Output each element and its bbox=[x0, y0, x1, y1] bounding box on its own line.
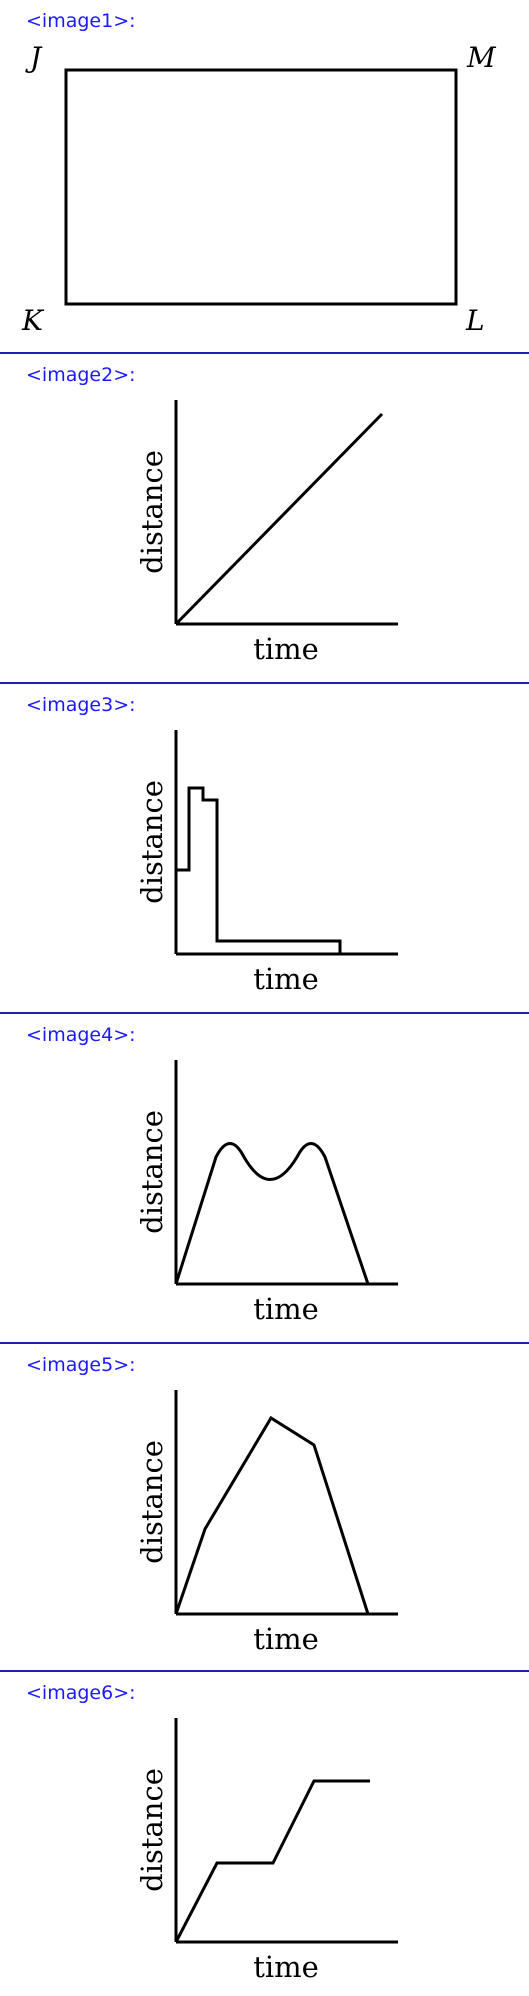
panel-label: <image5>: bbox=[26, 1354, 136, 1376]
distance-time-line bbox=[176, 786, 342, 954]
divider bbox=[0, 352, 529, 354]
divider bbox=[0, 1342, 529, 1344]
rectangle-diagram: J M K L bbox=[21, 41, 497, 337]
distance-time-graph: distance time bbox=[135, 1060, 398, 1326]
distance-time-line bbox=[174, 1142, 370, 1285]
vertex-label-j: J bbox=[25, 41, 43, 74]
distance-time-line bbox=[174, 1779, 370, 1943]
distance-time-graph: distance time bbox=[135, 1718, 398, 1984]
vertex-label-k: K bbox=[21, 304, 45, 337]
panel-label: <image2>: bbox=[26, 364, 136, 386]
panel-image4: <image4>: distance time bbox=[0, 1014, 529, 1342]
panel-image2: <image2>: distance time bbox=[0, 354, 529, 682]
panel-label: <image6>: bbox=[26, 1682, 136, 1704]
distance-time-line bbox=[174, 1415, 370, 1615]
panel-image5: <image5>: distance time bbox=[0, 1344, 529, 1670]
axes bbox=[174, 1060, 398, 1286]
y-axis-label: distance bbox=[135, 1440, 169, 1564]
distance-time-graph: distance time bbox=[135, 1390, 398, 1656]
y-axis-label: distance bbox=[135, 1110, 169, 1234]
x-axis-label: time bbox=[253, 632, 319, 666]
y-axis-label: distance bbox=[135, 780, 169, 904]
panel-label: <image4>: bbox=[26, 1024, 136, 1046]
axes bbox=[174, 730, 398, 956]
distance-time-line bbox=[174, 412, 384, 626]
distance-time-graph: distance time bbox=[135, 400, 398, 666]
panel-image1: <image1>: J M K L bbox=[0, 0, 529, 352]
y-axis-label: distance bbox=[135, 450, 169, 574]
vertex-label-l: L bbox=[465, 304, 485, 337]
y-axis-label: distance bbox=[135, 1768, 169, 1892]
divider bbox=[0, 1012, 529, 1014]
axes bbox=[174, 1390, 398, 1616]
axes bbox=[174, 400, 398, 626]
divider bbox=[0, 1670, 529, 1672]
x-axis-label: time bbox=[253, 962, 319, 996]
panel-label: <image3>: bbox=[26, 694, 136, 716]
divider bbox=[0, 682, 529, 684]
axes bbox=[174, 1718, 398, 1944]
x-axis-label: time bbox=[253, 1950, 319, 1984]
panel-label: <image1>: bbox=[26, 10, 136, 32]
panel-image3: <image3>: distance time bbox=[0, 684, 529, 1012]
distance-time-graph: distance time bbox=[135, 730, 398, 996]
x-axis-label: time bbox=[253, 1622, 319, 1656]
x-axis-label: time bbox=[253, 1292, 319, 1326]
vertex-label-m: M bbox=[466, 41, 497, 74]
rectangle-jklm bbox=[64, 68, 458, 306]
panel-image6: <image6>: distance time bbox=[0, 1672, 529, 1996]
